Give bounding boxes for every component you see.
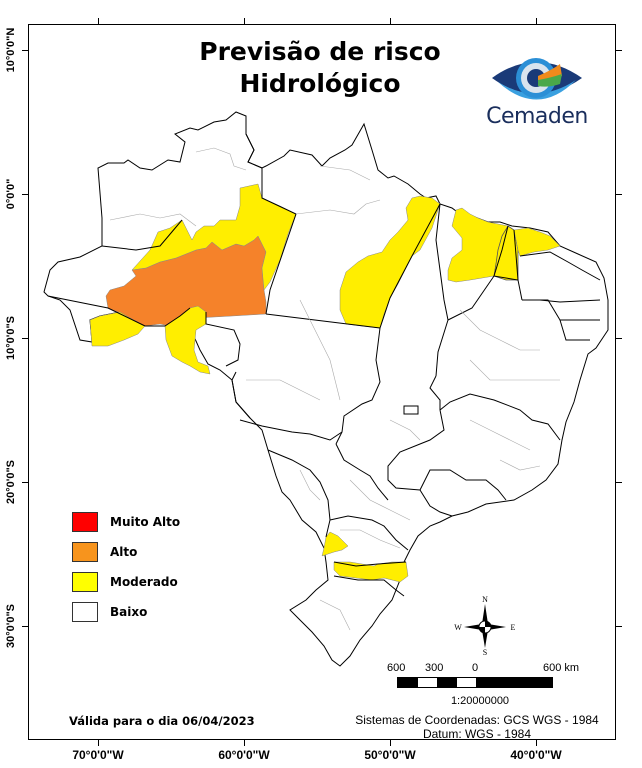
scale-bar (397, 677, 553, 688)
x-label-70w: 70°0'0"W (72, 748, 124, 762)
legend-item-baixo: Baixo (72, 597, 180, 627)
x-label-40w: 40°0'0"W (510, 748, 562, 762)
tick-top-40w (536, 18, 537, 24)
tick-bottom-50w (390, 740, 391, 746)
tick-bottom-40w (536, 740, 537, 746)
tick-right-30s (616, 626, 622, 627)
region-moderado-parana-west (321, 531, 349, 557)
legend-item-alto: Alto (72, 537, 180, 567)
tick-top-60w (244, 18, 245, 24)
region-moderado-parana-south (333, 561, 409, 583)
legend-label-moderado: Moderado (110, 575, 178, 589)
tick-bottom-60w (244, 740, 245, 746)
compass-w: W (454, 623, 462, 632)
tick-left-10n (22, 50, 28, 51)
legend-label-baixo: Baixo (110, 605, 148, 619)
tick-right-0 (616, 194, 622, 195)
north-arrow-compass-icon: N S W E (454, 595, 516, 656)
tick-right-10s (616, 338, 622, 339)
map-frame (28, 24, 616, 740)
cemaden-logo-icon (492, 58, 582, 100)
legend-label-muito-alto: Muito Alto (110, 515, 181, 529)
scale-ratio: 1:20000000 (450, 695, 510, 707)
legend-swatch-alto (72, 542, 98, 562)
legend: Muito Alto Alto Moderado Baixo (72, 507, 180, 627)
coord-system: Sistemas de Coordenadas: GCS WGS - 1984 (355, 713, 599, 727)
tick-left-20s (22, 482, 28, 483)
tick-right-20s (616, 482, 622, 483)
tick-left-10s (22, 338, 28, 339)
tick-top-50w (390, 18, 391, 24)
legend-swatch-moderado (72, 572, 98, 592)
cemaden-logo-text: Cemaden (486, 104, 588, 129)
legend-item-moderado: Moderado (72, 567, 180, 597)
tick-bottom-70w (98, 740, 99, 746)
state-borders (47, 116, 601, 597)
coordinate-info: Sistemas de Coordenadas: GCS WGS - 1984 … (340, 713, 614, 741)
region-moderado-maranhao (447, 207, 509, 283)
x-label-60w: 60°0'0"W (218, 748, 270, 762)
scale-label-0: 0 (472, 662, 479, 674)
legend-swatch-baixo (72, 602, 98, 622)
x-label-50w: 50°0'0"W (364, 748, 416, 762)
validity-date: Válida para o dia 06/04/2023 (69, 714, 255, 728)
region-moderado-rondonia (164, 305, 211, 375)
title-line-1: Previsão de risco (199, 37, 441, 66)
brazil-risk-map (43, 111, 609, 667)
map-title: Previsão de risco Hidrológico (150, 36, 490, 100)
compass-s: S (483, 648, 487, 656)
scale-label-600-left: 600 (387, 662, 406, 674)
scale-label-600-km: 600 km (543, 662, 580, 674)
tick-left-30s (22, 626, 28, 627)
region-moderado-ceara (513, 227, 561, 257)
compass-n: N (482, 595, 488, 604)
title-line-2: Hidrológico (239, 69, 401, 98)
datum: Datum: WGS - 1984 (422, 727, 532, 741)
legend-swatch-muito-alto (72, 512, 98, 532)
tick-right-10n (616, 50, 622, 51)
legend-item-muito-alto: Muito Alto (72, 507, 180, 537)
region-borders (109, 147, 560, 631)
scale-label-300: 300 (425, 662, 444, 674)
tick-left-0 (22, 194, 28, 195)
tick-top-70w (98, 18, 99, 24)
region-moderado-amazonas-north (131, 183, 297, 291)
region-moderado-acre (89, 311, 146, 347)
legend-label-alto: Alto (110, 545, 138, 559)
compass-e: E (511, 623, 516, 632)
